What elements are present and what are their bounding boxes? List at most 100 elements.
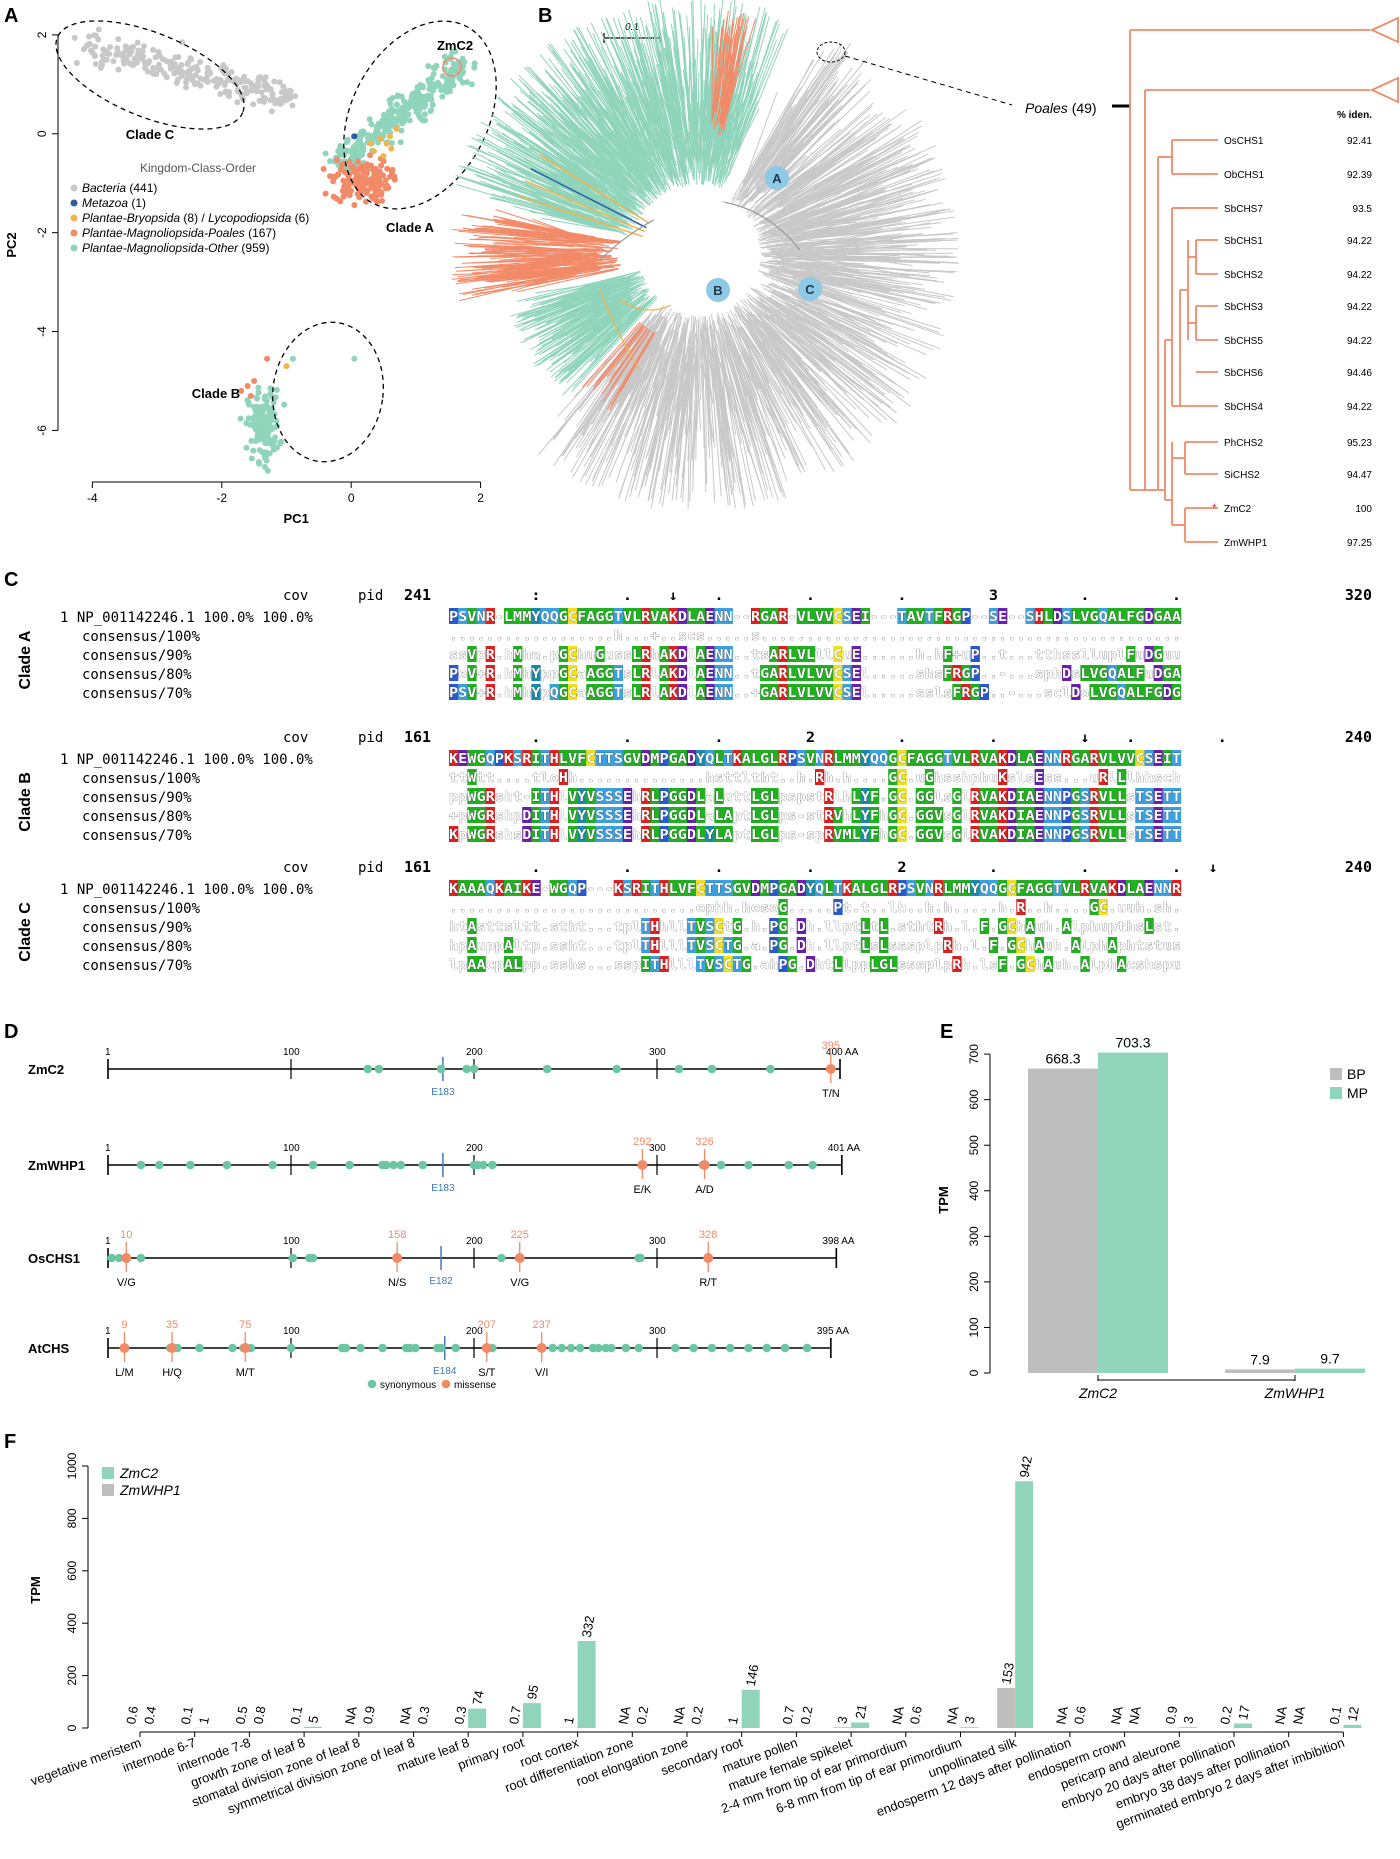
point-bacteria [91,53,98,60]
bar-value-label: NA [615,1705,633,1726]
branch-clade-b [534,286,624,331]
residue-cell [476,807,486,823]
branch-bacteria [731,59,815,201]
alignment-sequence: +pWGRshpDITHlVYVSSSEhRLPGGDLaLAptLGLps-s… [449,809,1181,824]
residue-cell [815,750,825,766]
y-tick-label: 500 [967,1135,981,1155]
point-bacteria [252,83,259,90]
residue-cell [1071,608,1081,624]
residue-cell [577,826,587,842]
synonymous-variant [766,1064,775,1074]
missense-variant [536,1343,547,1353]
branch-bacteria [789,184,883,225]
point-poales [374,187,381,194]
branch-clade-a [731,69,762,150]
point-poales [340,161,347,168]
branch-bacteria [773,301,905,399]
residue-cell [668,788,678,804]
residue-cell [998,807,1008,823]
catalytic-site-label: E183 [431,1183,455,1194]
point-magnoliopsida-other [273,386,280,393]
residue-cell [1107,684,1118,700]
point-magnoliopsida-other [407,99,414,106]
point-magnoliopsida-other [396,110,403,117]
branch-clade-b [536,275,632,313]
branch-clade-b [573,306,638,362]
header-cov: cov [283,860,308,876]
residue-cell [1034,807,1044,823]
residue-cell [833,899,843,915]
residue-cell [659,684,669,700]
residue-cell [595,788,605,804]
branch-bacteria [737,339,785,426]
residue-cell [970,646,980,662]
residue-cell [1062,665,1072,681]
residue-cell [714,918,724,934]
point-magnoliopsida-other [327,158,334,165]
gene-name: AtCHS [28,1341,69,1356]
branch-clade-a [526,137,630,211]
point-magnoliopsida-other [258,411,265,418]
point-poales [376,168,383,175]
alignment-row-label: consensus/80% [82,809,192,825]
residue-cell [558,646,569,662]
branch-bacteria [738,65,827,193]
leaf-identity: 94.22 [1347,402,1372,413]
point-magnoliopsida-other [255,425,262,432]
leaf-identity: 94.22 [1347,236,1372,247]
legend-entry: Plantae-Bryopsida (8) / Lycopodiopsida (… [82,211,309,225]
residue-cell [897,880,907,896]
point-bacteria [115,66,122,73]
residue-cell [741,750,752,766]
residue-cell [1162,880,1173,896]
residue-cell [933,880,944,896]
point-bacteria [80,46,87,53]
point-poales [386,173,393,180]
residue-cell [705,750,715,766]
branch-bacteria [656,323,678,416]
residue-cell [449,826,459,842]
residue-cell [952,807,962,823]
branch-clade-a [591,137,631,179]
residue-cell [668,684,678,700]
residue-cell [860,750,871,766]
legend-synonymous: synonymous [380,1380,436,1391]
point-magnoliopsida-other [344,136,351,143]
branch-bacteria [770,204,931,238]
residue-cell [567,750,578,766]
residue-cell [879,750,889,766]
branch-bacteria [776,187,835,213]
point-magnoliopsida-other [420,104,427,111]
residue-cell [1089,665,1099,681]
point-bacteria [222,89,229,96]
branch-bacteria [793,188,840,214]
branch-clade-a [551,131,627,196]
point-poales [358,181,365,188]
bar-zmc2 [1234,1723,1252,1728]
branch-clade-a [636,104,655,171]
residue-cell [1153,880,1163,896]
residue-cell [696,608,706,624]
residue-cell [531,826,541,842]
residue-cell [915,608,925,624]
synonymous-variant [478,1160,488,1170]
residue-cell [1144,807,1154,823]
branch-bacteria [756,332,825,423]
point-poales [378,189,385,196]
legend-entry: MP [1347,1085,1368,1101]
residue-cell [531,608,541,624]
residue-cell [558,750,569,766]
residue-cell [522,608,532,624]
residue-cell [842,608,852,624]
branch-bacteria [759,143,787,178]
bar-value-label: 0.8 [251,1705,269,1725]
residue-cell [1171,788,1182,804]
branch-clade-a [473,151,610,220]
residue-cell [998,769,1008,785]
residue-cell [952,684,962,700]
missense-position: 328 [699,1229,717,1241]
branch-minor [524,180,646,233]
missense-position: 237 [533,1319,551,1331]
position-tick-label: 1 [105,1047,111,1058]
